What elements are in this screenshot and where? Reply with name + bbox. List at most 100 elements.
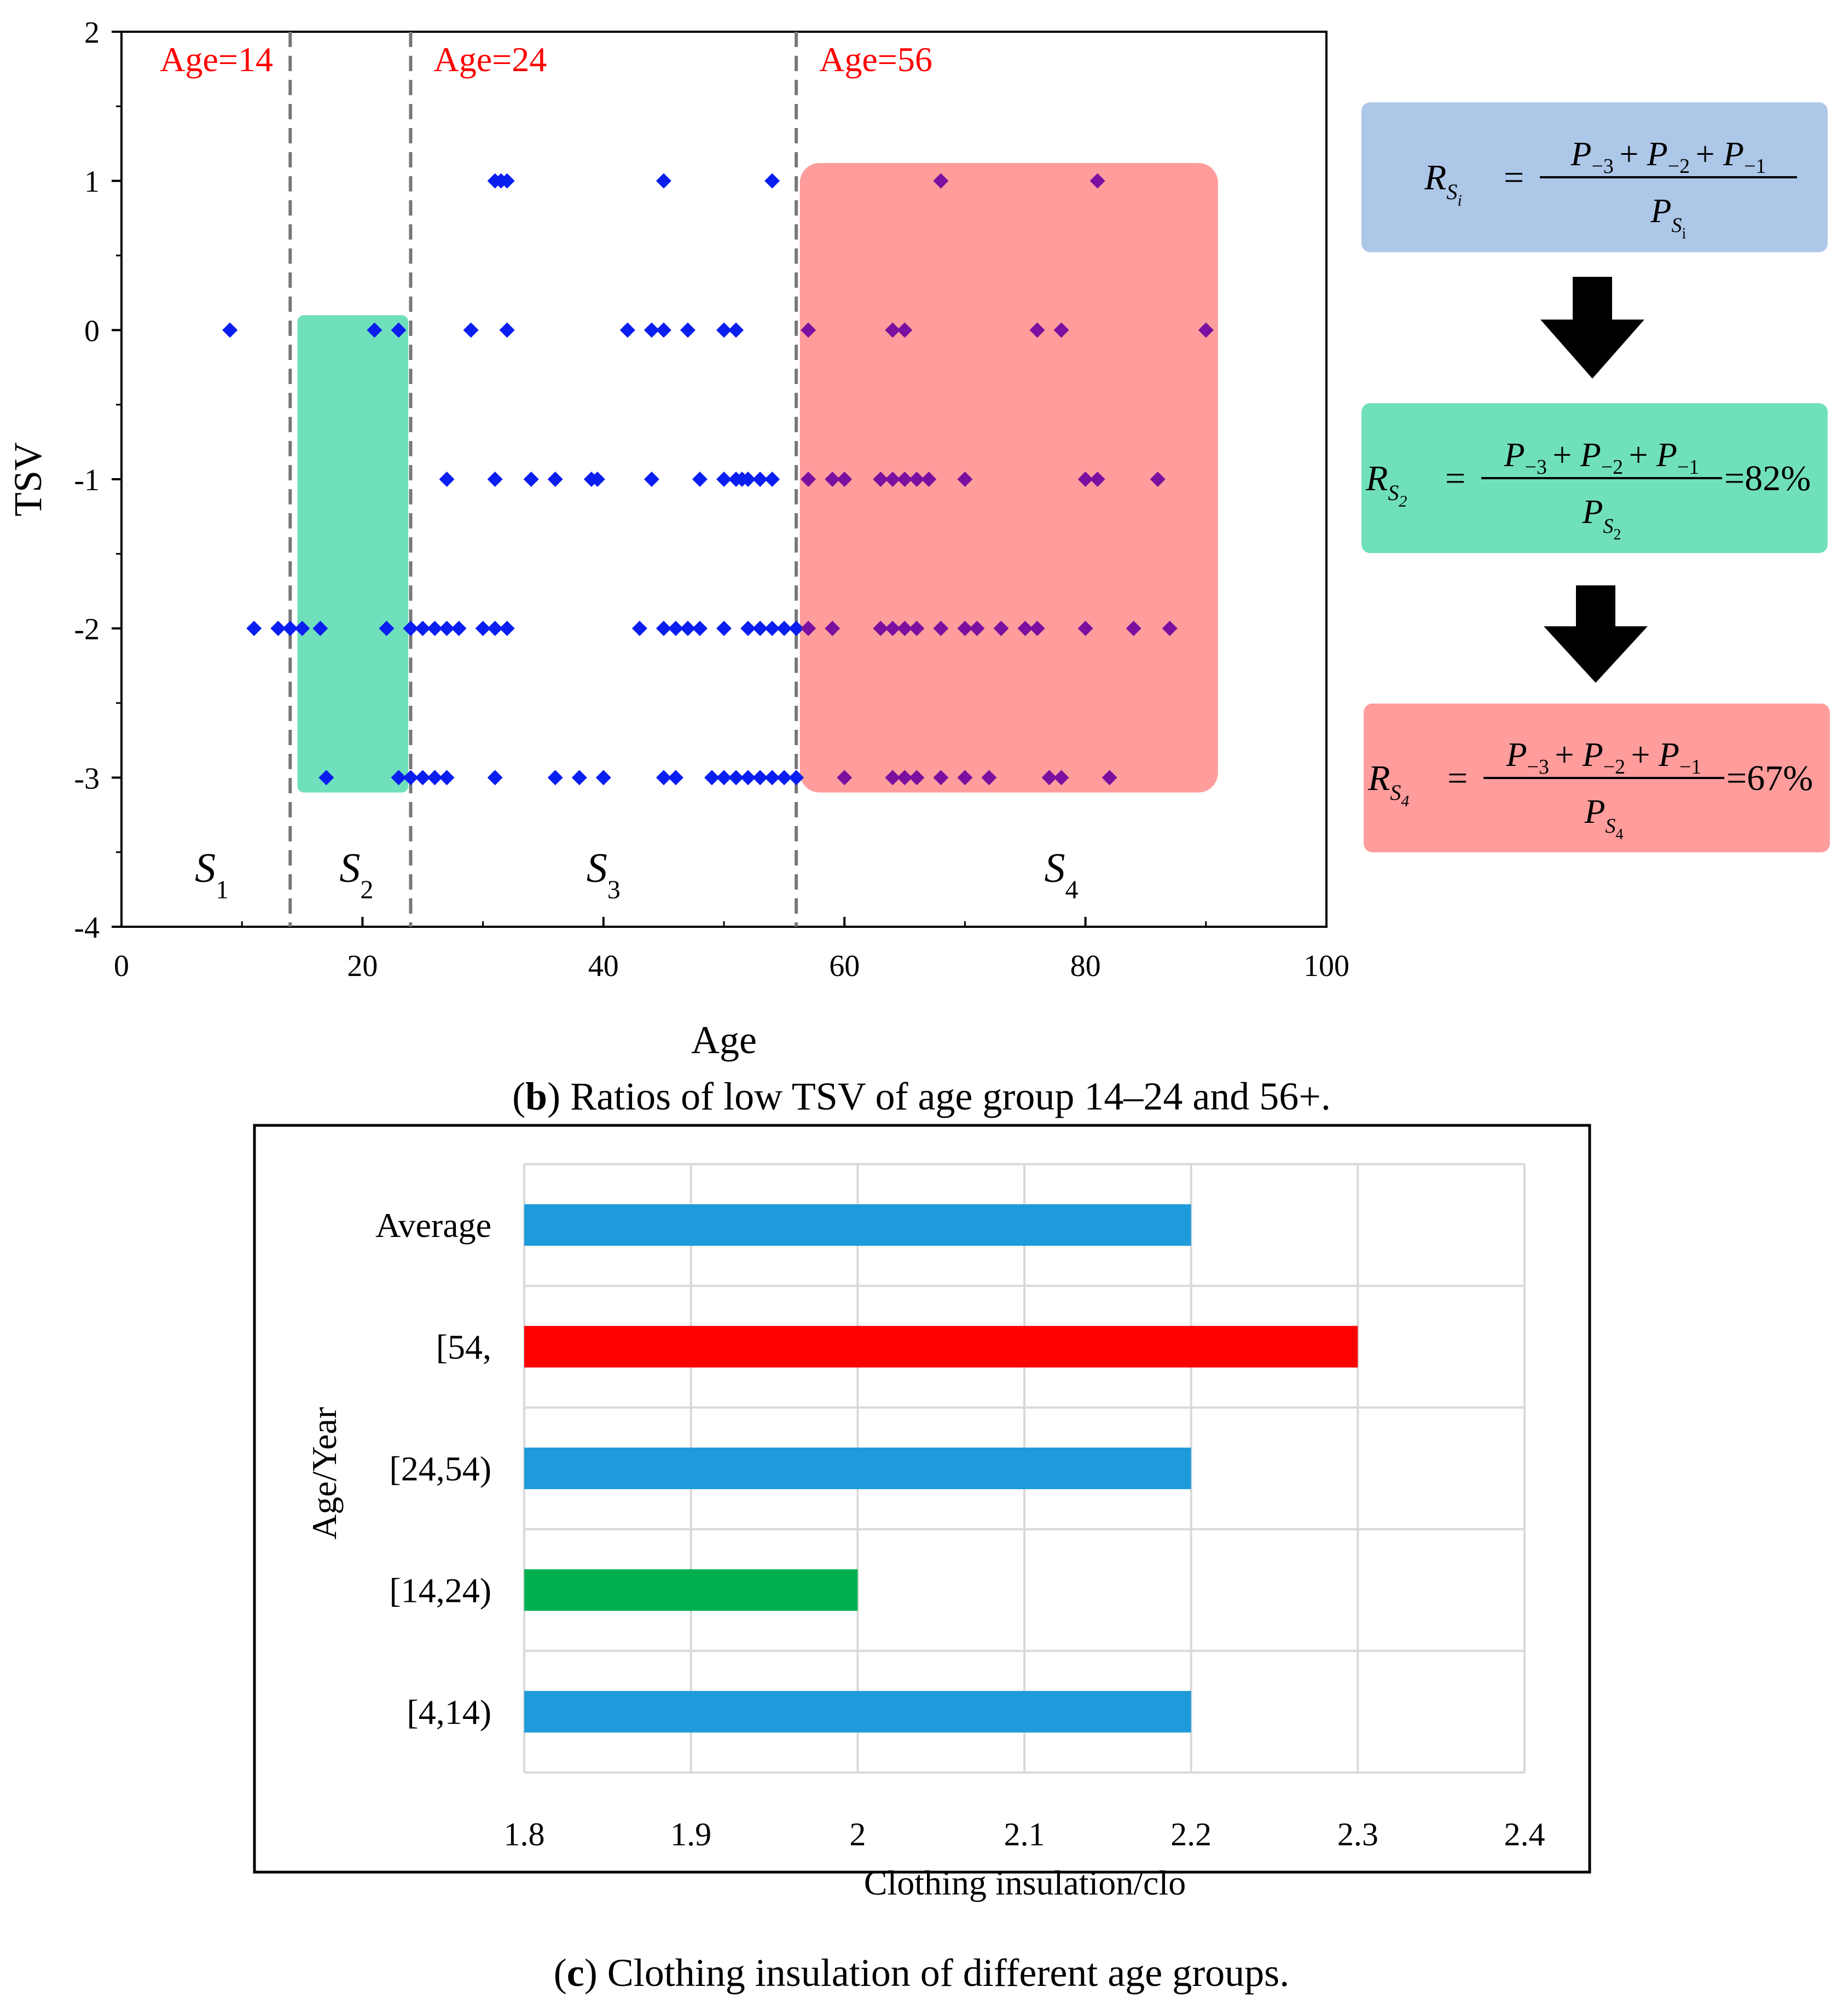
scatter-point — [933, 620, 949, 636]
scatter-point — [439, 770, 455, 786]
formula-result: =67% — [1726, 758, 1813, 798]
y-tick-label: -1 — [74, 463, 100, 497]
bar — [524, 1204, 1191, 1246]
y-tick-label: -4 — [74, 911, 100, 945]
scatter-point — [427, 620, 443, 636]
formula-numerator: P−3 + P−2 + P−1 — [1504, 437, 1700, 479]
scatter-point — [656, 173, 671, 189]
scatter-point — [897, 472, 913, 487]
scatter-point — [656, 620, 671, 636]
formula-numerator: P−3 + P−2 + P−1 — [1506, 736, 1702, 778]
segment-label-s4: S4 — [1045, 845, 1079, 904]
scatter-point — [776, 620, 792, 636]
bar-x-tick-label: 1.9 — [670, 1816, 711, 1852]
scatter-point — [403, 770, 419, 786]
formula-equals: = — [1504, 158, 1524, 197]
caption-b-letter: b — [525, 1074, 548, 1118]
scatter-point — [692, 472, 708, 487]
scatter-point — [427, 770, 443, 786]
scatter-point — [499, 173, 515, 189]
formula-equals: = — [1447, 758, 1468, 798]
scatter-point — [1126, 620, 1141, 636]
age-divider-label: Age=56 — [819, 40, 932, 79]
formula-equals: = — [1445, 458, 1465, 498]
bar-category-label: [4,14) — [407, 1693, 491, 1732]
segment-label-s3: S3 — [587, 845, 621, 904]
highlight-region-s2 — [297, 315, 409, 793]
bar — [524, 1690, 1191, 1733]
scatter-point — [403, 620, 419, 636]
scatter-point — [957, 472, 973, 487]
scatter-point — [873, 620, 889, 636]
clothing-insulation-bar-chart: Average [54, [24,54) [14,24) [4,14) 1.8 1.9 2 2… — [253, 1124, 1591, 1902]
formula-numerator: P−3 + P−2 + P−1 — [1570, 136, 1766, 178]
bar-y-axis-label: Age/Year — [305, 1407, 344, 1539]
bar-x-axis-label: Clothing insulation/clo — [864, 1863, 1186, 1902]
scatter-point — [764, 770, 780, 786]
scatter-point — [885, 770, 901, 786]
scatter-point — [704, 770, 720, 786]
scatter-point — [752, 620, 768, 636]
scatter-point — [415, 620, 431, 636]
scatter-point — [957, 770, 973, 786]
scatter-point — [1077, 620, 1093, 636]
scatter-point — [391, 770, 407, 786]
bar-x-tick-label: 2 — [849, 1816, 866, 1852]
scatter-point — [499, 322, 515, 338]
scatter-point — [752, 472, 768, 487]
tsv-scatter-chart: Age=14 Age=24 Age=56 0 20 40 60 80 100 2 1 0 -1 -2 -3… — [6, 16, 1349, 1062]
scatter-point — [801, 322, 816, 338]
x-tick-label: 80 — [1070, 949, 1101, 983]
scatter-point — [789, 620, 804, 636]
scatter-point — [716, 472, 732, 487]
scatter-point — [391, 322, 407, 338]
scatter-point — [379, 620, 395, 636]
age-divider-label: Age=24 — [433, 40, 547, 79]
bar — [524, 1569, 858, 1611]
scatter-point — [728, 322, 744, 338]
scatter-point — [716, 620, 732, 636]
scatter-point — [897, 620, 913, 636]
formula-box-2: RS2 = P−3 + P−2 + P−1 PS2 =82% — [1361, 403, 1828, 553]
scatter-y-axis-label: TSV — [6, 442, 50, 516]
scatter-point — [499, 620, 515, 636]
formula-box-3: RS4 = P−3 + P−2 + P−1 PS4 =67% — [1364, 704, 1830, 852]
scatter-point — [589, 472, 605, 487]
scatter-point — [1150, 472, 1166, 487]
scatter-point — [740, 620, 756, 636]
ratio-formula-panel: RSi = P−3 + P−2 + P−1 PSi RS2 = P−3 + P−2 + P… — [1361, 102, 1830, 852]
scatter-point — [837, 770, 853, 786]
age-divider-label: Age=14 — [160, 40, 273, 79]
caption-b: (b) Ratios of low TSV of age group 14–24… — [512, 1074, 1331, 1118]
scatter-point — [451, 620, 467, 636]
scatter-point — [487, 472, 503, 487]
scatter-point — [740, 472, 756, 487]
scatter-point — [487, 620, 503, 636]
scatter-point — [475, 620, 491, 636]
scatter-point — [619, 322, 635, 338]
scatter-point — [921, 472, 937, 487]
scatter-point — [312, 620, 328, 636]
scatter-point — [885, 322, 901, 338]
scatter-point — [222, 322, 238, 338]
scatter-point — [1077, 472, 1093, 487]
scatter-point — [1162, 620, 1178, 636]
scatter-point — [668, 620, 683, 636]
segment-label-s1: S1 — [195, 845, 229, 904]
scatter-point — [825, 472, 841, 487]
scatter-point — [547, 472, 563, 487]
scatter-point — [1029, 620, 1045, 636]
y-tick-label: 2 — [84, 16, 100, 50]
scatter-point — [1053, 770, 1069, 786]
y-tick-label: 0 — [84, 314, 100, 348]
formula-denominator: PS2 — [1582, 493, 1621, 543]
formula-box-1: RSi = P−3 + P−2 + P−1 PSi — [1361, 102, 1828, 252]
scatter-point — [752, 770, 768, 786]
caption-c: (c) Clothing insulation of different age… — [553, 1951, 1290, 1995]
scatter-point — [439, 620, 455, 636]
scatter-point — [909, 620, 925, 636]
scatter-point — [740, 770, 756, 786]
scatter-point — [801, 472, 816, 487]
scatter-point — [776, 770, 792, 786]
